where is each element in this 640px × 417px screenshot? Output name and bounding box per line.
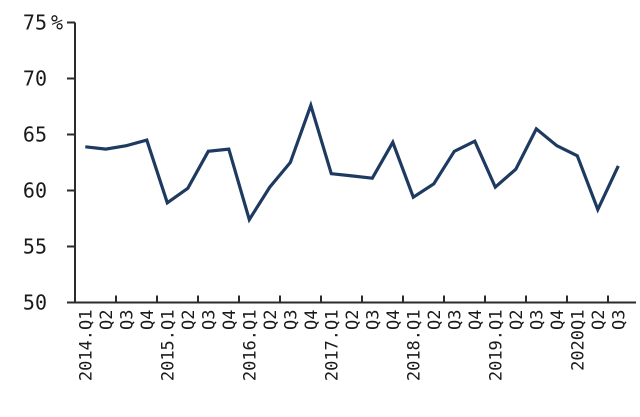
x-axis-category-label: Q4 bbox=[548, 310, 568, 330]
y-axis-tick-label: 75 bbox=[23, 11, 47, 35]
x-axis-category-label: 2014.Q1 bbox=[76, 310, 96, 382]
x-axis-category-label: Q2 bbox=[507, 310, 527, 330]
y-axis-tick-label: 70 bbox=[23, 67, 47, 91]
x-axis-category-label: 2015.Q1 bbox=[158, 310, 178, 382]
x-axis-category-label: Q4 bbox=[220, 310, 240, 330]
y-axis-unit-label: % bbox=[51, 11, 63, 35]
y-axis-tick-label: 55 bbox=[23, 235, 47, 259]
x-axis-category-label: Q3 bbox=[117, 310, 137, 330]
x-axis-category-label: Q4 bbox=[384, 310, 404, 330]
y-axis-tick-label: 50 bbox=[23, 291, 47, 315]
x-axis-category-label: Q2 bbox=[589, 310, 609, 330]
x-axis-category-label: Q3 bbox=[199, 310, 219, 330]
x-axis-category-label: Q4 bbox=[466, 310, 486, 330]
x-axis-category-label: Q2 bbox=[179, 310, 199, 330]
x-axis-category-label: 2020Q1 bbox=[568, 310, 588, 371]
x-axis-category-label: 2017.Q1 bbox=[322, 310, 342, 382]
data-series-line bbox=[85, 100, 620, 224]
x-axis-category-label: Q2 bbox=[97, 310, 117, 330]
x-axis-category-label: Q2 bbox=[343, 310, 363, 330]
y-axis-tick-label: 65 bbox=[23, 123, 47, 147]
x-axis-category-label: Q3 bbox=[281, 310, 301, 330]
x-axis-category-label: Q2 bbox=[261, 310, 281, 330]
x-axis-category-label: 2018.Q1 bbox=[404, 310, 424, 382]
x-axis-category-label: Q3 bbox=[445, 310, 465, 330]
x-axis-category-label: Q4 bbox=[302, 310, 322, 330]
x-axis-category-label: Q4 bbox=[138, 310, 158, 330]
y-axis-tick-label: 60 bbox=[23, 179, 47, 203]
x-axis-category-label: 2019.Q1 bbox=[486, 310, 506, 382]
x-axis-category-label: Q3 bbox=[609, 310, 629, 330]
x-axis-category-label: Q3 bbox=[363, 310, 383, 330]
x-axis-category-label: Q2 bbox=[425, 310, 445, 330]
x-axis-category-label: 2016.Q1 bbox=[240, 310, 260, 382]
x-axis-category-label: Q3 bbox=[527, 310, 547, 330]
